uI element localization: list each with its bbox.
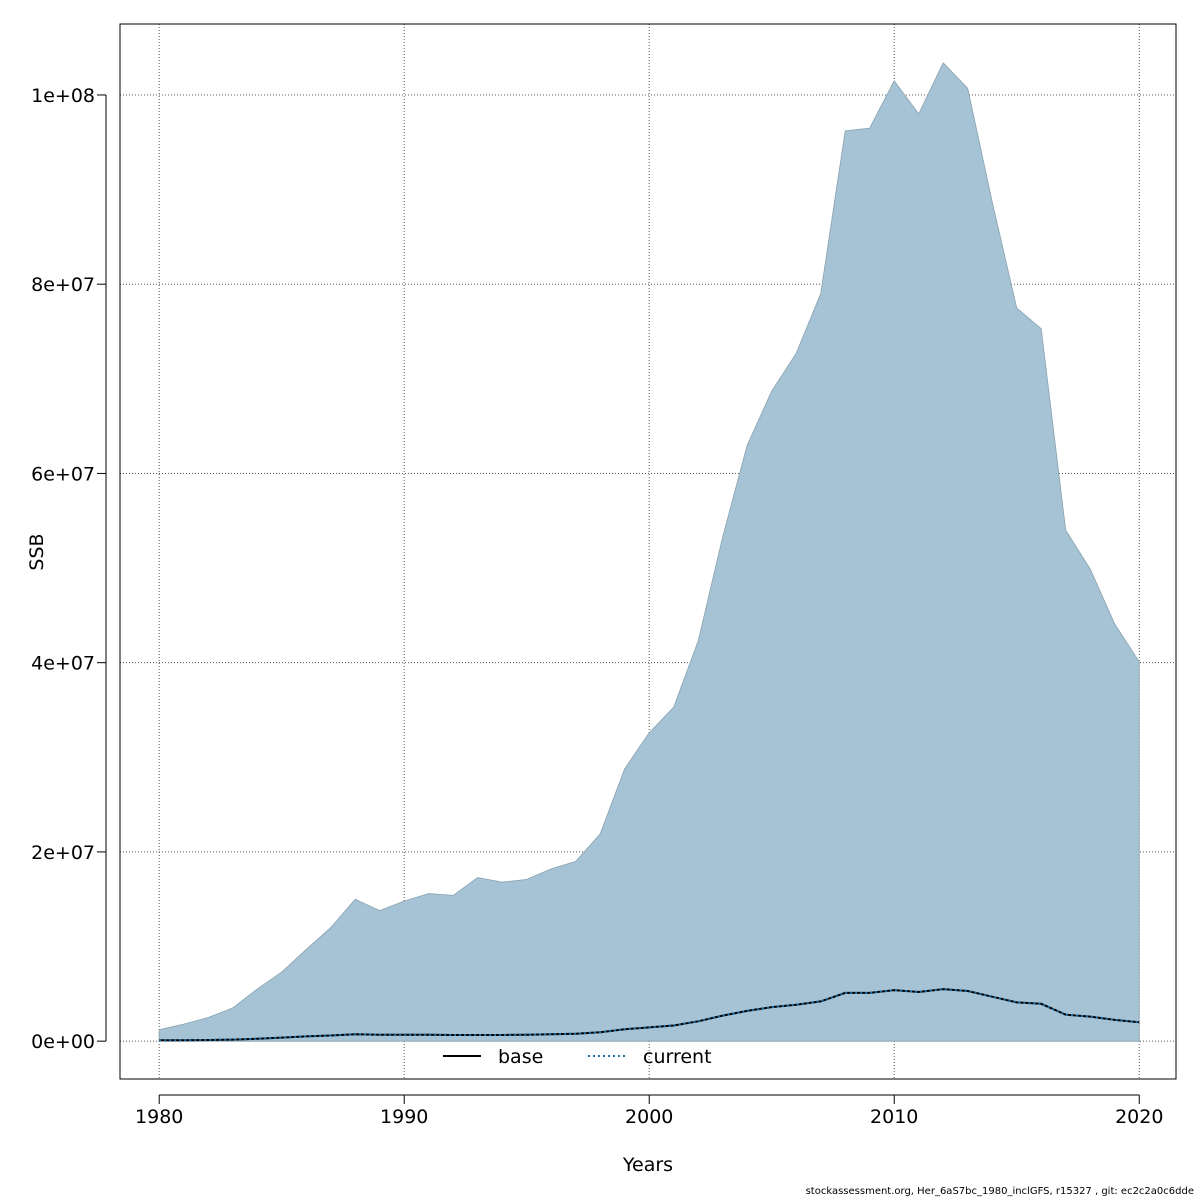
ssb-confidence-area xyxy=(158,62,1140,1042)
legend-label-current: current xyxy=(643,1046,712,1068)
legend: base current xyxy=(443,1046,712,1068)
y-axis-title: SSB xyxy=(26,533,48,570)
source-footnote: stockassessment.org, Her_6aS7bc_1980_inc… xyxy=(805,1186,1194,1197)
x-tick-label: 2010 xyxy=(870,1106,918,1128)
x-tick-label: 1980 xyxy=(135,1106,183,1128)
x-axis-title: Years xyxy=(622,1154,673,1176)
series-line-current xyxy=(159,988,1140,1042)
y-tick-label: 4e+07 xyxy=(31,653,95,675)
y-tick-label: 0e+00 xyxy=(31,1031,95,1053)
y-tick-label: 6e+07 xyxy=(31,463,95,485)
plot-frame xyxy=(119,23,1177,1080)
y-tick-label: 8e+07 xyxy=(31,274,95,296)
x-tick-label: 1990 xyxy=(380,1106,428,1128)
axes: 1980 1990 2000 2010 2020 0e+00 2e+07 4e+07 6e+07… xyxy=(31,85,1163,1128)
x-tick-label: 2000 xyxy=(625,1106,673,1128)
series-lines xyxy=(159,988,1140,1042)
y-tick-label: 2e+07 xyxy=(31,842,95,864)
confidence-band xyxy=(158,62,1140,1042)
legend-label-base: base xyxy=(498,1046,543,1068)
y-tick-label: 1e+08 xyxy=(31,85,95,107)
x-tick-label: 2020 xyxy=(1115,1106,1163,1128)
